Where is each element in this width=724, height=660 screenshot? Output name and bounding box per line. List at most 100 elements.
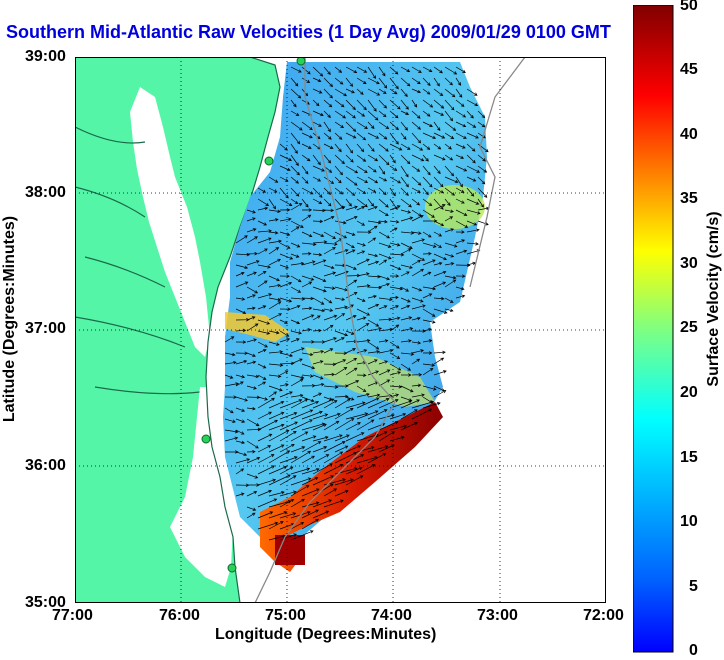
velocity-arrow	[301, 231, 313, 238]
velocity-arrow	[411, 187, 421, 193]
velocity-arrow	[290, 176, 299, 184]
velocity-arrow	[279, 281, 293, 288]
velocity-arrow	[411, 238, 425, 244]
velocity-arrow	[411, 143, 424, 151]
velocity-arrow	[400, 132, 407, 140]
velocity-arrow	[334, 66, 343, 73]
velocity-arrow	[444, 242, 458, 248]
velocity-arrow	[257, 478, 277, 486]
velocity-arrow	[367, 220, 382, 225]
velocity-arrow	[312, 446, 328, 453]
velocity-arrow	[422, 165, 431, 176]
velocity-arrow	[422, 271, 432, 277]
velocity-arrow	[356, 110, 366, 117]
velocity-arrow	[224, 382, 240, 387]
velocity-arrow	[224, 352, 236, 357]
velocity-arrow	[257, 187, 267, 193]
velocity-arrow	[257, 521, 279, 530]
velocity-arrow	[323, 264, 335, 270]
velocity-arrow	[257, 374, 267, 380]
velocity-arrow	[433, 220, 445, 227]
velocity-arrow	[422, 209, 435, 218]
velocity-arrow	[378, 297, 393, 302]
velocity-arrow	[400, 352, 415, 356]
velocity-arrow	[290, 347, 305, 354]
velocity-arrow	[367, 350, 381, 354]
velocity-arrow	[378, 360, 388, 365]
velocity-arrow	[279, 264, 289, 269]
velocity-arrow	[411, 231, 422, 235]
velocity-arrow	[411, 154, 425, 162]
velocity-arrow	[477, 198, 484, 208]
velocity-arrow	[290, 530, 314, 541]
velocity-arrow	[334, 176, 342, 184]
velocity-arrow	[279, 187, 289, 199]
velocity-arrow	[389, 316, 401, 321]
velocity-arrow	[290, 220, 304, 228]
velocity-arrow	[268, 231, 279, 235]
velocity-arrow	[246, 306, 256, 310]
velocity-arrow	[356, 397, 380, 409]
velocity-arrow	[433, 231, 443, 237]
velocity-arrow	[312, 66, 324, 77]
velocity-arrow	[433, 132, 446, 139]
velocity-arrow	[477, 176, 486, 185]
velocity-arrow	[301, 455, 315, 464]
velocity-arrow	[444, 66, 458, 75]
velocity-arrow	[312, 253, 323, 257]
velocity-arrow	[323, 297, 333, 304]
velocity-arrow	[235, 458, 251, 464]
velocity-arrow	[389, 220, 400, 224]
velocity-arrow	[378, 420, 399, 431]
velocity-arrow	[400, 77, 411, 87]
velocity-arrow	[367, 445, 389, 453]
velocity-arrow	[290, 99, 297, 108]
velocity-arrow	[389, 436, 405, 442]
velocity-arrow	[444, 308, 454, 313]
velocity-arrow	[268, 247, 280, 255]
velocity-arrow	[466, 154, 476, 164]
velocity-arrow	[290, 485, 310, 497]
velocity-arrow	[389, 399, 413, 409]
grid-lines	[75, 57, 606, 603]
velocity-arrow	[378, 259, 388, 266]
velocity-arrow	[279, 412, 298, 420]
velocity-arrow	[323, 121, 331, 133]
velocity-arrow	[356, 419, 375, 431]
velocity-arrow	[422, 132, 437, 140]
velocity-arrow	[246, 209, 256, 214]
velocity-arrow	[367, 370, 379, 376]
velocity-arrow	[411, 209, 422, 217]
velocity-arrow	[433, 357, 445, 365]
velocity-arrow	[356, 176, 369, 183]
velocity-arrow	[433, 204, 446, 211]
velocity-arrow	[312, 259, 327, 266]
colorbar-tick: 35	[680, 190, 698, 207]
velocity-arrow	[301, 363, 316, 370]
velocity-arrow	[268, 297, 282, 302]
velocity-arrow	[345, 143, 354, 154]
velocity-arrow	[455, 66, 466, 73]
velocity-arrow	[268, 391, 277, 398]
velocity-arrow	[345, 264, 357, 270]
colorbar	[633, 5, 674, 653]
velocity-arrow	[444, 297, 454, 303]
velocity-arrow	[345, 454, 365, 464]
velocity-arrow	[367, 393, 381, 398]
velocity-arrow	[455, 176, 463, 188]
velocity-arrow	[356, 272, 370, 277]
velocity-arrow	[466, 242, 479, 246]
velocity-arrow	[433, 77, 440, 87]
velocity-arrow	[279, 391, 293, 398]
velocity-arrow	[367, 121, 375, 130]
velocity-arrow	[334, 165, 343, 176]
velocity-arrow	[378, 348, 394, 354]
velocity-arrow	[422, 385, 437, 391]
velocity-arrow	[389, 286, 404, 291]
velocity-arrow	[345, 242, 355, 249]
velocity-arrow	[389, 227, 398, 233]
velocity-arrow	[400, 339, 412, 343]
velocity-arrow	[433, 390, 447, 398]
velocity-arrow	[301, 410, 323, 420]
velocity-arrow	[312, 231, 325, 237]
